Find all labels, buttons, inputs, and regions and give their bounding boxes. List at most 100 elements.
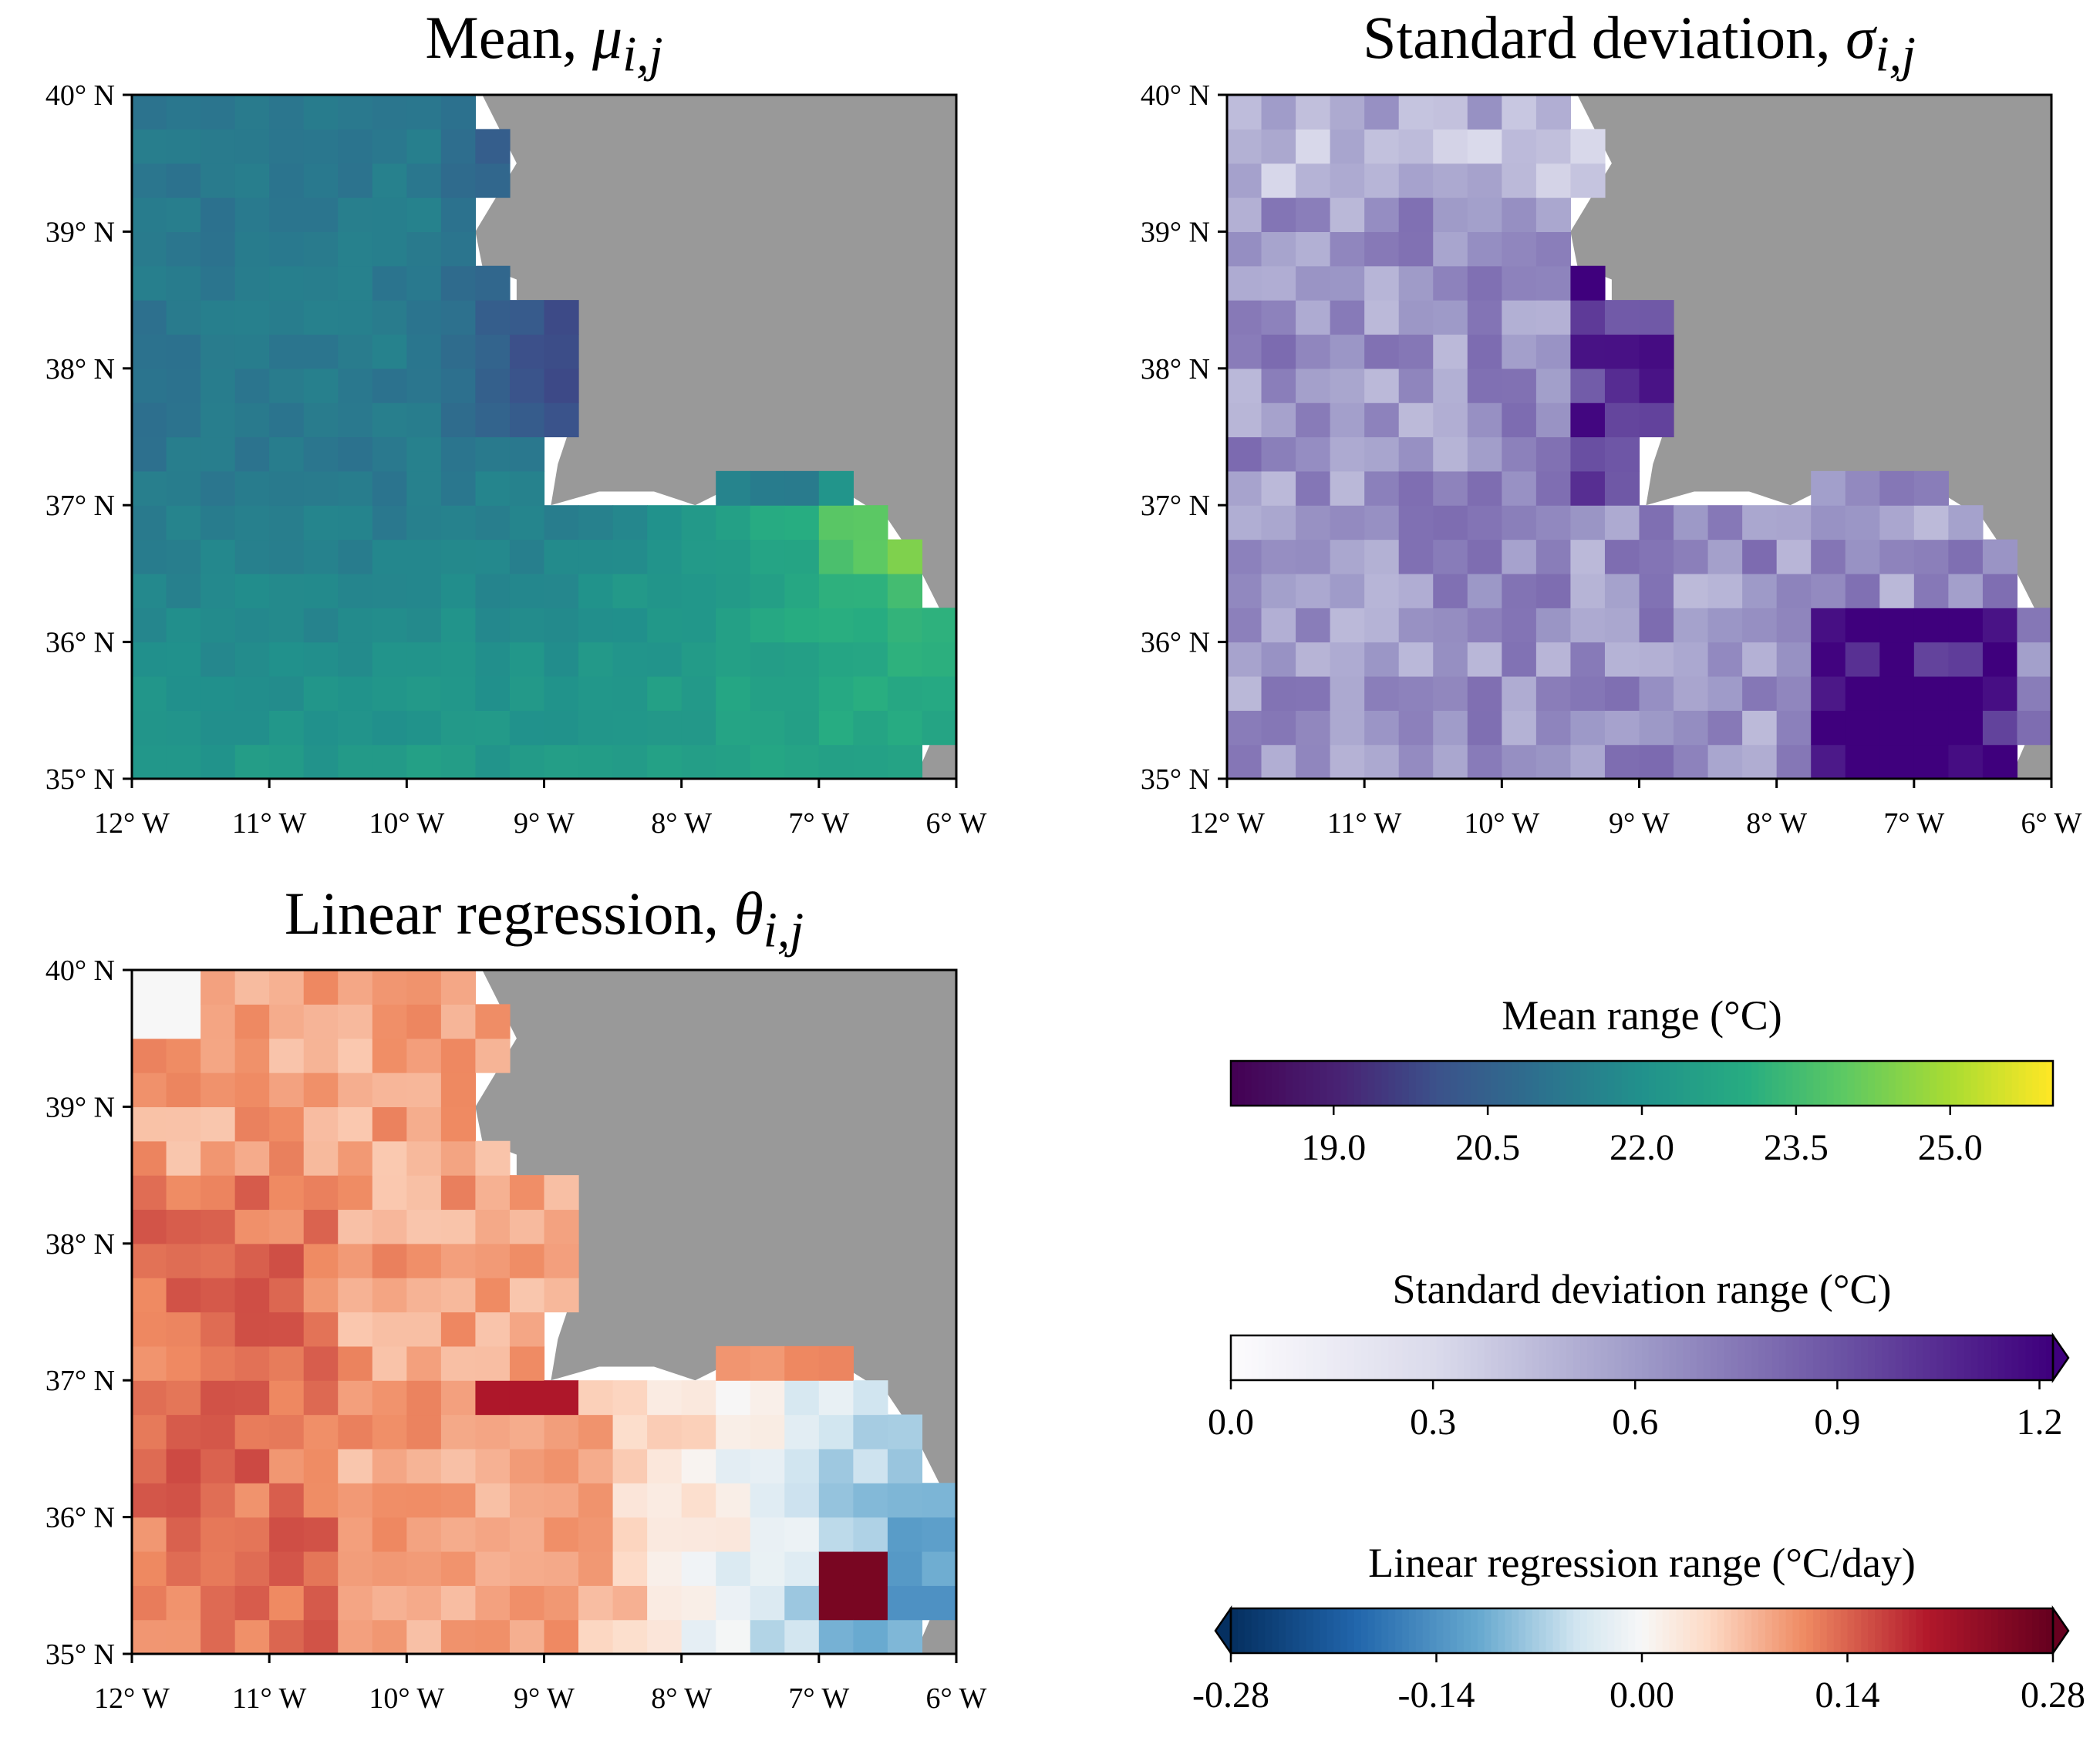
heat-cell: [1639, 334, 1674, 369]
heat-cell: [1330, 231, 1365, 267]
heat-cell: [544, 505, 579, 540]
colorbar-segment: [1457, 1061, 1465, 1106]
heat-cell: [406, 265, 442, 301]
heat-cell: [1535, 129, 1572, 164]
heat-cell: [269, 470, 305, 506]
colorbar-segment: [1833, 1608, 1842, 1653]
heat-cell: [1570, 368, 1606, 403]
heat-cell: [1639, 505, 1674, 540]
heat-cell: [269, 1073, 305, 1107]
heat-cell: [1398, 470, 1434, 506]
heat-cell: [201, 1175, 236, 1211]
colorbar-segment: [1286, 1061, 1293, 1106]
heat-cell: [201, 1448, 236, 1483]
colorbar-segment: [1957, 1335, 1965, 1380]
heat-cell: [132, 436, 167, 472]
heat-cell: [1227, 470, 1262, 506]
heat-cell: [475, 675, 511, 711]
colorbar-segment: [1347, 1061, 1355, 1106]
x-tick-label: 7° W: [788, 1682, 849, 1715]
heat-cell: [1227, 402, 1262, 438]
heat-cell: [1296, 334, 1331, 369]
colorbar-segment: [1498, 1608, 1506, 1653]
heat-cell: [132, 608, 167, 643]
colorbar-segment: [1648, 1335, 1657, 1380]
colorbar-segment: [1539, 1061, 1547, 1106]
heat-cell: [887, 1448, 923, 1483]
colorbar-segment: [1771, 1061, 1780, 1106]
heat-cell: [647, 1380, 683, 1416]
heat-cell: [1227, 197, 1262, 232]
heat-cell: [303, 642, 339, 677]
colorbar-segment: [1997, 1061, 2006, 1106]
heat-cell: [440, 300, 477, 335]
heat-cell: [234, 1312, 270, 1347]
heat-cell: [1776, 710, 1812, 746]
colorbar-segment: [1676, 1335, 1684, 1380]
heat-cell: [1261, 744, 1296, 780]
heat-cell: [1502, 334, 1537, 369]
heat-cell: [1535, 470, 1572, 506]
heat-cell: [406, 1243, 442, 1278]
colorbar-segment: [1231, 1608, 1239, 1653]
heat-cell: [750, 1517, 785, 1552]
heat-cell: [166, 1483, 201, 1518]
heat-cell: [201, 1312, 236, 1347]
colorbar-segment: [1881, 1608, 1889, 1653]
data-cells: [132, 95, 957, 780]
heat-cell: [1467, 710, 1502, 746]
heat-cell: [509, 1483, 545, 1518]
heat-cell: [612, 1380, 648, 1416]
heat-cell: [1398, 197, 1434, 232]
heat-cell: [578, 744, 614, 780]
heat-cell: [303, 1517, 339, 1552]
heat-cell: [475, 1517, 511, 1552]
heat-cell: [1639, 675, 1674, 711]
colorbar-extend-max: [2051, 1605, 2070, 1657]
heat-cell: [406, 163, 442, 198]
heat-cell: [1330, 197, 1365, 232]
colorbar-segment: [1566, 1061, 1574, 1106]
heat-cell: [269, 710, 305, 746]
heat-cell: [132, 1073, 167, 1107]
heat-cell: [853, 1414, 888, 1450]
x-tick-label: 10° W: [369, 807, 444, 840]
heat-cell: [1913, 573, 1949, 608]
heat-cell: [1604, 470, 1640, 506]
heat-cell: [338, 1345, 373, 1381]
heat-cell: [1535, 163, 1572, 198]
heat-cell: [1535, 300, 1572, 335]
heat-cell: [1879, 710, 1915, 746]
heat-cell: [1502, 608, 1537, 643]
colorbar-segment: [1519, 1061, 1526, 1106]
heat-cell: [234, 129, 270, 164]
heat-cell: [1296, 573, 1331, 608]
y-tick-label: 40° N: [46, 79, 115, 112]
heat-cell: [201, 744, 236, 780]
colorbar-segment: [1559, 1335, 1568, 1380]
heat-cell: [1261, 265, 1296, 301]
data-cells: [132, 970, 957, 1655]
colorbar-segment: [1731, 1608, 1739, 1653]
colorbar-segment: [1875, 1335, 1883, 1380]
heat-cell: [887, 675, 923, 711]
heat-cell: [338, 129, 373, 164]
heat-cell: [1845, 608, 1880, 643]
heat-cell: [303, 163, 339, 198]
heat-cell: [1261, 300, 1296, 335]
heat-cell: [269, 1380, 305, 1416]
heat-cell: [853, 710, 888, 746]
colorbar-segment: [1916, 1061, 1924, 1106]
colorbar-segment: [1923, 1335, 1930, 1380]
heat-cell: [1398, 642, 1434, 677]
heat-cell: [269, 1243, 305, 1278]
heat-cell: [166, 1585, 201, 1621]
colorbar-segment: [1415, 1061, 1424, 1106]
heat-cell: [647, 675, 683, 711]
heat-cell: [578, 642, 614, 677]
colorbar-segment: [1991, 1608, 1999, 1653]
colorbar-segment: [1648, 1608, 1657, 1653]
heat-cell: [372, 163, 407, 198]
colorbar-segment: [2046, 1061, 2054, 1106]
colorbar-segment: [1450, 1335, 1458, 1380]
